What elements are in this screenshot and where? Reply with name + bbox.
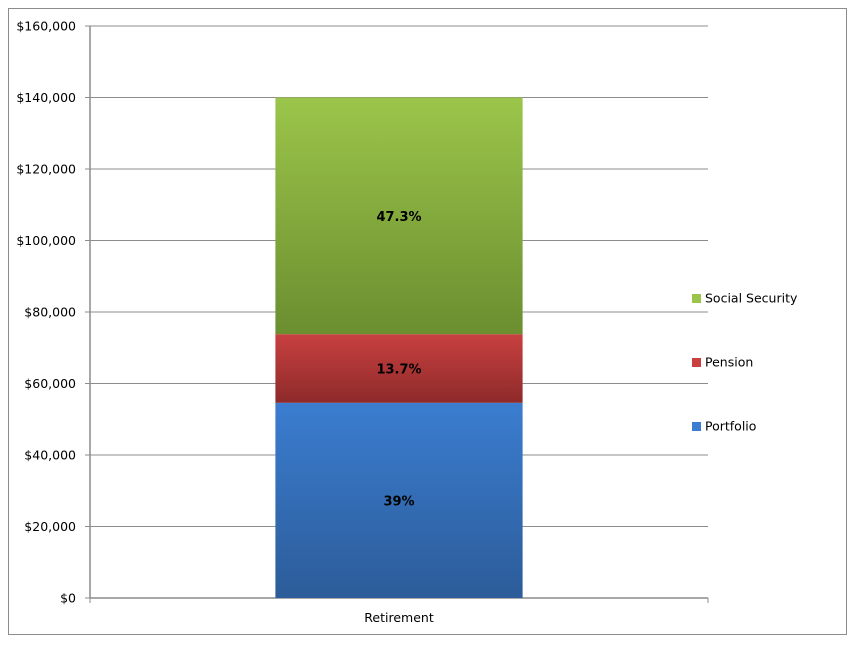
y-tick-label: $100,000 (16, 233, 76, 248)
y-tick-label: $80,000 (24, 305, 76, 320)
bar-segment-social-security (275, 97, 523, 335)
y-tick-label: $120,000 (16, 162, 76, 177)
data-label: 47.3% (376, 210, 421, 225)
y-tick-label: $0 (60, 591, 76, 606)
data-label: 39% (383, 494, 414, 509)
legend-swatch (692, 358, 701, 367)
legend-swatch (692, 422, 701, 431)
bar-segment-portfolio (275, 402, 523, 598)
data-label: 13.7% (376, 362, 421, 377)
legend-label: Social Security (705, 291, 798, 306)
x-tick-label: Retirement (364, 610, 434, 625)
legend-swatch (692, 294, 701, 303)
y-tick-label: $20,000 (24, 519, 76, 534)
y-tick-label: $160,000 (16, 19, 76, 34)
y-tick-label: $40,000 (24, 448, 76, 463)
y-tick-label: $60,000 (24, 376, 76, 391)
bar-segment-pension (275, 334, 523, 403)
legend-label: Portfolio (705, 419, 756, 434)
legend-label: Pension (705, 355, 753, 370)
y-tick-label: $140,000 (16, 90, 76, 105)
